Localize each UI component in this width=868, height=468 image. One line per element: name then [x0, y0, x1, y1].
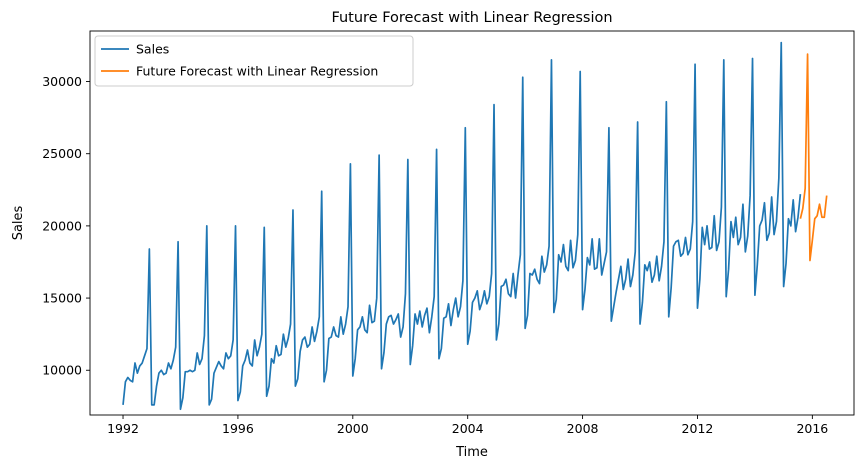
legend-box	[94, 35, 414, 87]
y-axis-label: Sales	[11, 205, 26, 240]
x-tick-label: 2008	[567, 421, 599, 436]
y-tick-label: 30000	[42, 74, 82, 89]
series-line-0	[122, 41, 802, 411]
legend-label-sales: Sales	[136, 42, 169, 57]
legend-label-forecast: Future Forecast with Linear Regression	[136, 64, 378, 79]
x-tick-label: 2016	[796, 421, 828, 436]
y-tick-label: 25000	[42, 146, 82, 161]
y-tick-label: 15000	[42, 291, 82, 306]
y-axis: 10000 15000 20000 25000 30000	[42, 74, 90, 378]
chart-title: Future Forecast with Linear Regression	[331, 10, 612, 26]
y-tick-label: 10000	[42, 363, 82, 378]
legend: Sales Future Forecast with Linear Regres…	[94, 35, 414, 87]
x-axis: 1992 1996 2000 2004 2008 2012 2016	[107, 415, 828, 436]
series-line-1	[799, 53, 828, 262]
plot-area	[122, 41, 828, 411]
x-tick-label: 1996	[222, 421, 254, 436]
x-tick-label: 2000	[337, 421, 369, 436]
y-tick-label: 20000	[42, 218, 82, 233]
x-tick-label: 2004	[452, 421, 484, 436]
x-tick-label: 1992	[107, 421, 139, 436]
x-tick-label: 2012	[682, 421, 714, 436]
x-axis-label: Time	[455, 445, 488, 460]
plot-frame	[89, 30, 855, 416]
